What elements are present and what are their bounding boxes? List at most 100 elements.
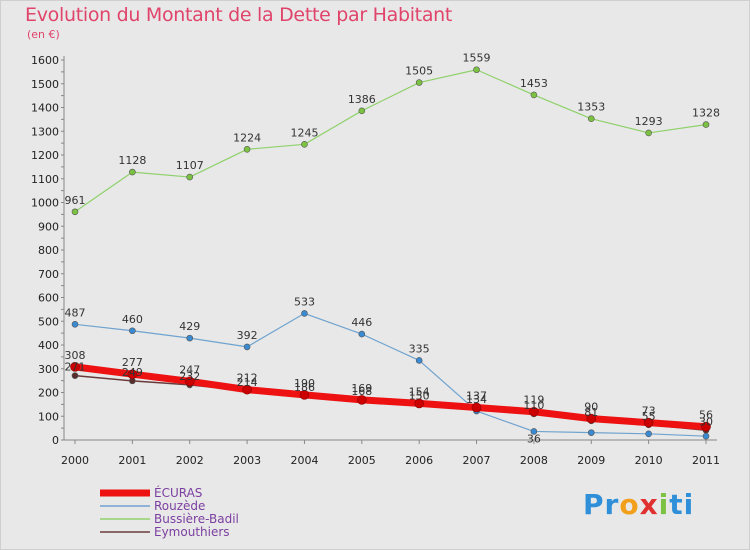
data-label: 212 bbox=[237, 372, 258, 385]
x-tick-label: 2005 bbox=[348, 454, 376, 467]
data-label: 533 bbox=[294, 295, 315, 308]
data-point bbox=[71, 321, 79, 328]
y-tick-label: 500 bbox=[38, 315, 59, 328]
data-point bbox=[243, 343, 251, 351]
logo-letter: x bbox=[639, 488, 659, 521]
data-point bbox=[530, 91, 538, 99]
data-point bbox=[702, 432, 710, 440]
x-tick-label: 2003 bbox=[233, 454, 261, 467]
x-tick-label: 2000 bbox=[61, 454, 89, 467]
data-point bbox=[473, 66, 480, 74]
data-label: 150 bbox=[409, 389, 430, 402]
y-tick-label: 1400 bbox=[31, 102, 59, 115]
data-label: 1328 bbox=[692, 107, 720, 120]
y-tick-label: 800 bbox=[38, 244, 59, 257]
data-label: 81 bbox=[584, 406, 598, 419]
data-label: 1559 bbox=[463, 52, 491, 65]
axes: 0 100 200 300 400 500 600 700 800 900 1000 1100 1200… bbox=[31, 54, 720, 467]
data-point bbox=[243, 146, 251, 153]
data-label: 271 bbox=[65, 361, 86, 374]
x-tick-label: 2001 bbox=[118, 454, 146, 467]
data-label: 1505 bbox=[405, 65, 433, 78]
logo-letter: o bbox=[619, 488, 640, 521]
data-point bbox=[127, 369, 138, 380]
data-label: 36 bbox=[527, 432, 541, 445]
legend-label: Bussière-Badil bbox=[154, 512, 239, 526]
data-point bbox=[645, 129, 652, 137]
data-label: 1386 bbox=[348, 93, 376, 106]
data-label: 90 bbox=[584, 401, 598, 414]
y-tick-label: 200 bbox=[38, 387, 59, 400]
legend-label: Eymouthiers bbox=[154, 525, 230, 539]
data-label: 168 bbox=[351, 385, 372, 398]
data-point bbox=[184, 376, 195, 387]
y-tick-label: 300 bbox=[38, 363, 59, 376]
data-point bbox=[242, 384, 252, 395]
data-label: 1453 bbox=[520, 77, 548, 90]
data-point bbox=[587, 115, 595, 122]
data-label: 335 bbox=[409, 342, 430, 355]
data-label: 1128 bbox=[118, 154, 146, 167]
series-line bbox=[74, 69, 707, 213]
legend-label: ÉCURAS bbox=[154, 485, 202, 500]
data-point bbox=[529, 406, 539, 417]
y-tick-label: 1200 bbox=[31, 149, 59, 162]
y-tick-label: 1300 bbox=[31, 125, 59, 138]
x-tick-label: 2007 bbox=[463, 454, 491, 467]
data-label: 1224 bbox=[233, 131, 261, 144]
data-label: 308 bbox=[65, 349, 86, 362]
series-layer bbox=[70, 66, 711, 440]
data-label: 154 bbox=[409, 385, 430, 398]
data-point bbox=[301, 310, 308, 317]
data-point bbox=[471, 402, 482, 413]
y-tick-label: 1500 bbox=[31, 78, 59, 91]
data-label: 169 bbox=[351, 382, 372, 395]
legend-label: Rouzède bbox=[154, 499, 205, 513]
y-tick-label: 700 bbox=[38, 268, 59, 281]
data-label: 232 bbox=[179, 370, 200, 383]
data-label: 249 bbox=[122, 366, 143, 379]
data-label: 1107 bbox=[176, 159, 204, 172]
data-label: 134 bbox=[466, 393, 487, 406]
data-label: 446 bbox=[351, 316, 372, 329]
data-label: 247 bbox=[179, 363, 200, 376]
logo-letter: Pr bbox=[583, 488, 620, 521]
data-point bbox=[587, 429, 595, 436]
x-tick-label: 2011 bbox=[692, 454, 720, 467]
data-point bbox=[586, 413, 597, 424]
y-tick-label: 1100 bbox=[31, 173, 59, 186]
y-tick-label: 0 bbox=[52, 434, 59, 447]
data-label: 429 bbox=[179, 320, 200, 333]
data-point bbox=[186, 334, 194, 342]
x-tick-label: 2010 bbox=[635, 454, 663, 467]
chart-title: Evolution du Montant de la Dette par Hab… bbox=[25, 4, 453, 26]
data-point bbox=[415, 79, 423, 86]
data-label: 190 bbox=[294, 377, 315, 390]
data-point bbox=[357, 395, 367, 405]
data-label: 56 bbox=[699, 409, 713, 422]
data-point bbox=[701, 421, 711, 432]
data-point bbox=[70, 362, 80, 372]
x-tick-label: 2009 bbox=[577, 454, 605, 467]
x-tick-label: 2004 bbox=[290, 454, 318, 467]
chart-subtitle: (en €) bbox=[27, 28, 60, 41]
data-label: 110 bbox=[523, 399, 544, 412]
data-label: 1353 bbox=[577, 101, 605, 114]
logo-letter: i bbox=[658, 488, 670, 521]
data-point bbox=[643, 417, 654, 428]
data-label: 30 bbox=[699, 415, 713, 428]
data-label: 277 bbox=[122, 356, 143, 369]
data-label: 214 bbox=[237, 376, 258, 389]
data-label: 186 bbox=[294, 381, 315, 394]
data-point bbox=[129, 327, 136, 335]
data-point bbox=[414, 398, 424, 409]
data-point bbox=[415, 357, 423, 364]
data-point bbox=[358, 107, 366, 115]
y-tick-label: 400 bbox=[38, 339, 59, 352]
data-labels: 961 1128 1107 1224 1245 1386 1505 1559 1453 1353 1… bbox=[65, 52, 721, 446]
x-tick-label: 2008 bbox=[520, 454, 548, 467]
y-tick-label: 900 bbox=[38, 220, 59, 233]
data-label: 1293 bbox=[635, 115, 663, 128]
